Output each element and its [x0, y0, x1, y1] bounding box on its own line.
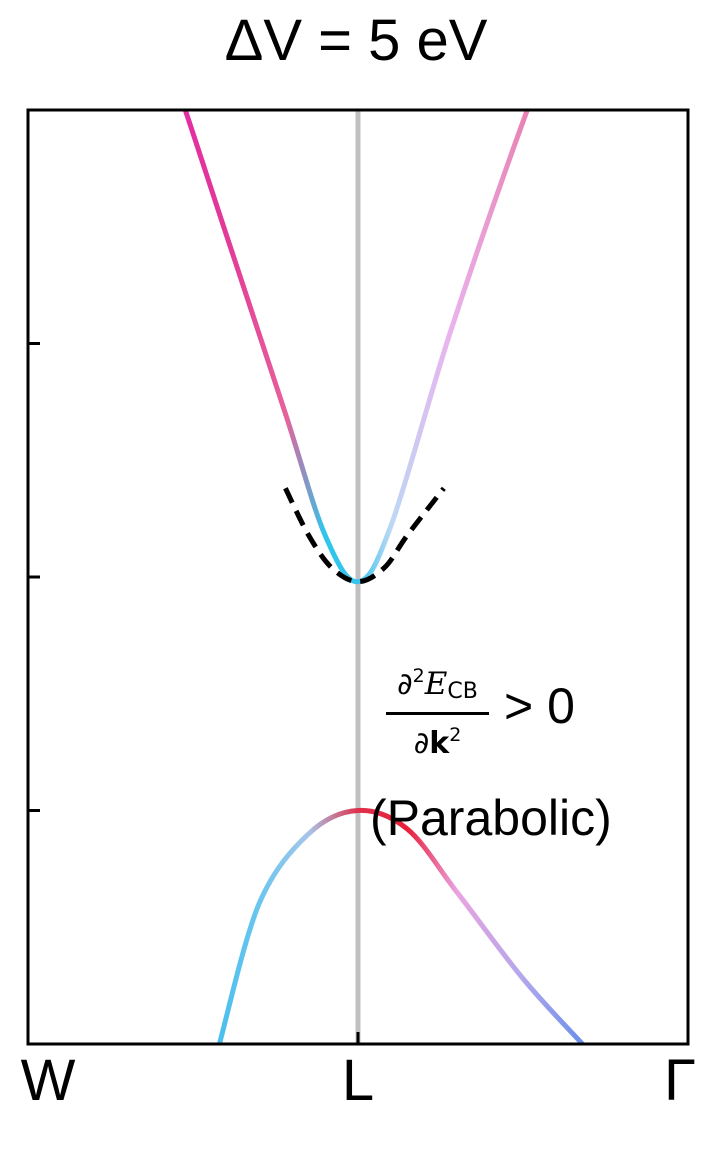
- denominator-power: 2: [449, 724, 462, 746]
- conduction-band-line: [182, 110, 530, 585]
- frame-layer: [26, 108, 690, 1046]
- numerator-power: 2: [412, 665, 425, 687]
- partial-symbol-den: ∂: [413, 726, 430, 761]
- x-tick-label-l: L: [341, 1048, 375, 1113]
- x-tick-label-w: W: [20, 1048, 76, 1113]
- fraction-numerator: ∂2ECB: [380, 658, 495, 710]
- second-derivative-fraction: ∂2ECB ∂k2: [380, 658, 495, 762]
- fraction-bar: [386, 712, 489, 715]
- partial-symbol: ∂: [397, 667, 413, 702]
- x-tick-label-gamma: Γ: [664, 1048, 696, 1113]
- chart-title: ΔV = 5 eV: [224, 8, 488, 73]
- energy-subscript: CB: [447, 679, 478, 704]
- valence-band-line: [216, 807, 585, 1044]
- energy-symbol: E: [424, 666, 448, 702]
- series-layer: [182, 110, 585, 1044]
- wavevector-symbol: k: [429, 726, 450, 761]
- parabolic-fit-line: [283, 486, 446, 585]
- parabolic-note: (Parabolic): [370, 790, 612, 846]
- comparison-text: > 0: [504, 678, 575, 734]
- fraction-denominator: ∂k2: [380, 717, 495, 762]
